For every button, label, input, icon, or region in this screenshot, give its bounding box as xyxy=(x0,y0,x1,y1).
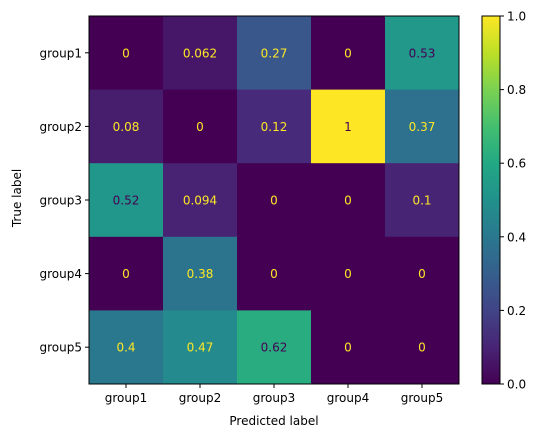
heatmap-cell-r1-c4 xyxy=(311,16,386,91)
colorbar-tick-label: 0.0 xyxy=(507,378,526,392)
cell-value-label: 0 xyxy=(418,267,426,281)
heatmap-cell-r5-c5 xyxy=(385,310,460,385)
y-tick-label: group4 xyxy=(40,267,83,281)
cell-value-label: 0.53 xyxy=(409,46,436,60)
colorbar-tick-label: 0.8 xyxy=(507,83,526,97)
cell-value-label: 0 xyxy=(344,267,352,281)
cell-value-label: 0.37 xyxy=(409,120,436,134)
cell-value-label: 0 xyxy=(122,46,130,60)
colorbar-axis: 0.0 0.2 0.4 0.6 0.8 1.0 xyxy=(500,10,526,392)
x-tick-label: group2 xyxy=(179,391,222,405)
cell-value-label: 0.094 xyxy=(183,194,217,208)
y-tick-label: group3 xyxy=(40,194,83,208)
heatmap-cell-r3-c4 xyxy=(311,163,386,238)
heatmap-cell-r4-c3 xyxy=(237,236,312,311)
cell-value-label: 0 xyxy=(418,341,426,355)
x-axis: group1 group2 group3 group4 group5 xyxy=(105,384,444,405)
cell-value-label: 0.52 xyxy=(113,194,140,208)
cell-value-label: 0.47 xyxy=(187,341,214,355)
y-axis-label: True label xyxy=(10,169,24,228)
heatmap-cell-r2-c4 xyxy=(311,89,386,164)
heatmap-cells xyxy=(89,16,460,385)
x-axis-label: Predicted label xyxy=(229,414,318,428)
cell-value-label: 0.1 xyxy=(412,194,431,208)
heatmap-cell-r4-c4 xyxy=(311,236,386,311)
x-tick-label: group1 xyxy=(105,391,148,405)
cell-value-label: 0 xyxy=(344,341,352,355)
colorbar xyxy=(481,15,501,385)
heatmap-cell-r5-c2 xyxy=(163,310,238,385)
cell-value-label: 0.62 xyxy=(261,341,288,355)
cell-value-label: 0.27 xyxy=(261,46,288,60)
cell-value-label: 0.4 xyxy=(116,341,135,355)
x-tick-label: group4 xyxy=(327,391,370,405)
cell-value-label: 0.38 xyxy=(187,267,214,281)
cell-value-label: 0.12 xyxy=(261,120,288,134)
colorbar-tick-label: 0.2 xyxy=(507,304,526,318)
y-tick-label: group1 xyxy=(40,46,83,60)
heatmap-cell-r1-c5 xyxy=(385,16,460,91)
y-axis: group1 group2 group3 group4 group5 xyxy=(40,46,89,355)
heatmap-cell-r1-c2 xyxy=(163,16,238,91)
cell-value-label: 0 xyxy=(122,267,130,281)
colorbar-tick-label: 0.4 xyxy=(507,230,526,244)
cell-value-label: 0 xyxy=(270,194,278,208)
y-tick-label: group2 xyxy=(40,120,83,134)
cell-value-label: 0 xyxy=(196,120,204,134)
heatmap-cell-r5-c3 xyxy=(237,310,312,385)
heatmap-cell-r5-c4 xyxy=(311,310,386,385)
heatmap-cell-r4-c1 xyxy=(89,236,164,311)
cell-value-label: 0.062 xyxy=(183,46,217,60)
y-tick-label: group5 xyxy=(40,341,83,355)
cell-value-label: 0.08 xyxy=(113,120,140,134)
heatmap-cell-r4-c5 xyxy=(385,236,460,311)
heatmap-cell-r3-c5 xyxy=(385,163,460,238)
cell-value-label: 0 xyxy=(344,46,352,60)
cell-value-label: 0 xyxy=(270,267,278,281)
cell-value-label: 1 xyxy=(344,120,352,134)
heatmap-cell-r2-c1 xyxy=(89,89,164,164)
cell-value-labels: 0 0.062 0.27 0 0.53 0.08 0 0.12 1 0.37 0.52 0.094 0 0… xyxy=(113,46,436,354)
heatmap-cell-r2-c3 xyxy=(237,89,312,164)
heatmap-cell-r3-c3 xyxy=(237,163,312,238)
heatmap-cell-r3-c2 xyxy=(163,163,238,238)
colorbar-tick-label: 0.6 xyxy=(507,157,526,171)
heatmap-cell-r5-c1 xyxy=(89,310,164,385)
x-tick-label: group3 xyxy=(253,391,296,405)
heatmap-cell-r1-c3 xyxy=(237,16,312,91)
heatmap-cell-r1-c1 xyxy=(89,16,164,91)
x-tick-label: group5 xyxy=(401,391,444,405)
heatmap-cell-r2-c2 xyxy=(163,89,238,164)
colorbar-tick-label: 1.0 xyxy=(507,10,526,24)
heatmap-cell-r4-c2 xyxy=(163,236,238,311)
heatmap-cell-r3-c1 xyxy=(89,163,164,238)
heatmap-cell-r2-c5 xyxy=(385,89,460,164)
cell-value-label: 0 xyxy=(344,194,352,208)
